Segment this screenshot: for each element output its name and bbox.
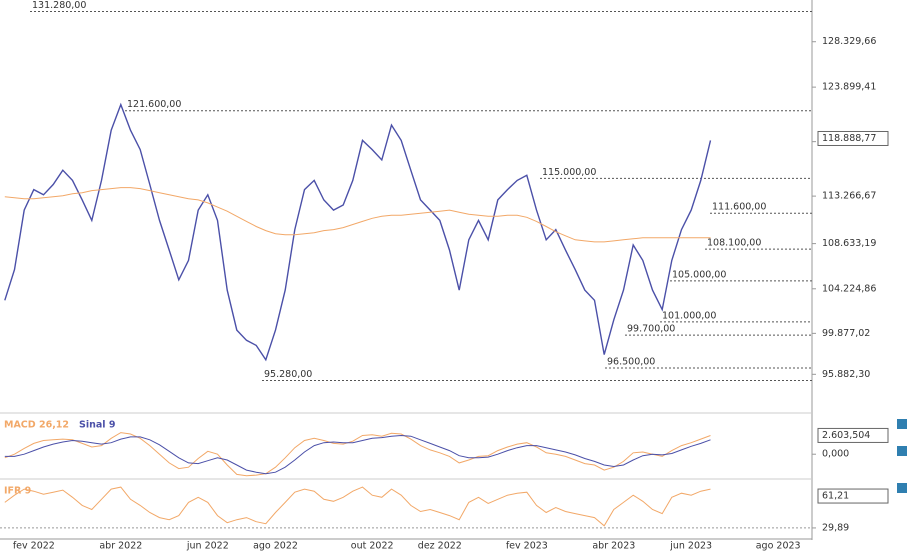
- x-tick-label: fev 2023: [506, 541, 548, 552]
- level-label: 95.280,00: [264, 369, 312, 380]
- series-line: [4, 486, 711, 527]
- x-tick-label: abr 2022: [99, 541, 142, 552]
- x-tick-label: dez 2022: [418, 541, 462, 552]
- x-tick-label: ago 2022: [253, 541, 298, 552]
- current-value-label: 61,21: [822, 491, 849, 502]
- series-line: [4, 102, 712, 362]
- series-line: [4, 187, 711, 243]
- current-value-box: [817, 427, 889, 443]
- y-tick-label: 99.877,02: [822, 328, 870, 339]
- x-tick-label: ago 2023: [756, 541, 801, 552]
- level-label: 121.600,00: [127, 99, 181, 110]
- x-tick-label: fev 2022: [13, 541, 55, 552]
- y-tick-label: 95.882,30: [822, 369, 870, 380]
- y-tick-label: 29,89: [822, 522, 849, 533]
- x-tick-label: out 2022: [351, 541, 394, 552]
- y-tick-label: 123.899,41: [822, 82, 876, 93]
- current-value-box: [817, 488, 889, 504]
- legend-label: IFR 9: [4, 486, 31, 497]
- legend-label: MACD 26,12: [4, 420, 69, 431]
- level-label: 108.100,00: [707, 238, 761, 249]
- y-tick-label: 128.329,66: [822, 36, 876, 47]
- current-value-box: [817, 130, 889, 146]
- level-label: 101.000,00: [662, 310, 716, 321]
- y-tick-label: 113.266,67: [822, 191, 876, 202]
- panel-icon[interactable]: [897, 419, 907, 429]
- level-label: 111.600,00: [712, 202, 766, 213]
- y-tick-label: 104.224,86: [822, 283, 876, 294]
- series-line: [4, 434, 711, 475]
- current-value-label: 118.888,77: [822, 133, 876, 144]
- level-label: 115.000,00: [542, 167, 596, 178]
- level-label: 131.280,00: [32, 0, 86, 11]
- panel-icon[interactable]: [897, 483, 907, 493]
- current-value-label: 2.603,504: [822, 430, 870, 441]
- x-tick-label: jun 2023: [669, 541, 712, 552]
- x-tick-label: jun 2022: [186, 541, 229, 552]
- panel-icon[interactable]: [897, 446, 907, 456]
- series-line: [4, 432, 711, 477]
- level-label: 99.700,00: [627, 324, 675, 335]
- y-tick-label: 108.633,19: [822, 238, 876, 249]
- y-tick-label: 0,000: [822, 449, 849, 460]
- level-label: 96.500,00: [607, 356, 655, 367]
- x-tick-label: abr 2023: [592, 541, 635, 552]
- legend-label: Sinal 9: [79, 420, 115, 431]
- level-label: 105.000,00: [672, 269, 726, 280]
